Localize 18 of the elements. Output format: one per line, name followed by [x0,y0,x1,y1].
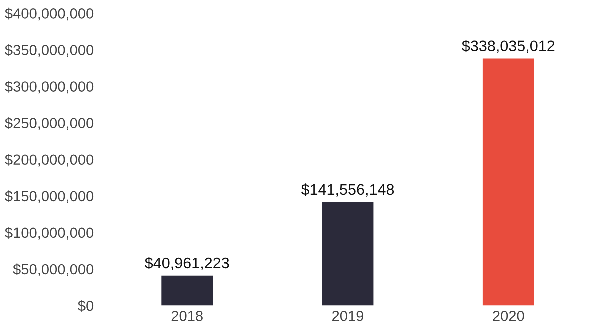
x-tick-label: 2018 [172,311,203,322]
bar [162,276,214,306]
y-tick-label: $350,000,000 [5,44,94,58]
y-tick-label: $0 [78,300,94,312]
data-label: $141,556,148 [301,184,394,197]
x-tick-label: 2019 [332,311,364,322]
data-label: $40,961,223 [145,257,230,270]
y-tick-label: $100,000,000 [5,227,94,240]
bar [322,202,374,306]
x-tick-label: 2020 [493,311,524,322]
y-tick-label: $150,000,000 [5,190,94,204]
y-tick-label: $300,000,000 [5,81,94,94]
bar [482,58,534,306]
y-tick-label: $400,000,000 [5,8,94,21]
y-tick-label: $50,000,000 [13,264,94,276]
y-tick-label: $250,000,000 [5,118,94,130]
y-tick-label: $200,000,000 [5,154,94,167]
data-label: $338,035,012 [462,40,555,54]
